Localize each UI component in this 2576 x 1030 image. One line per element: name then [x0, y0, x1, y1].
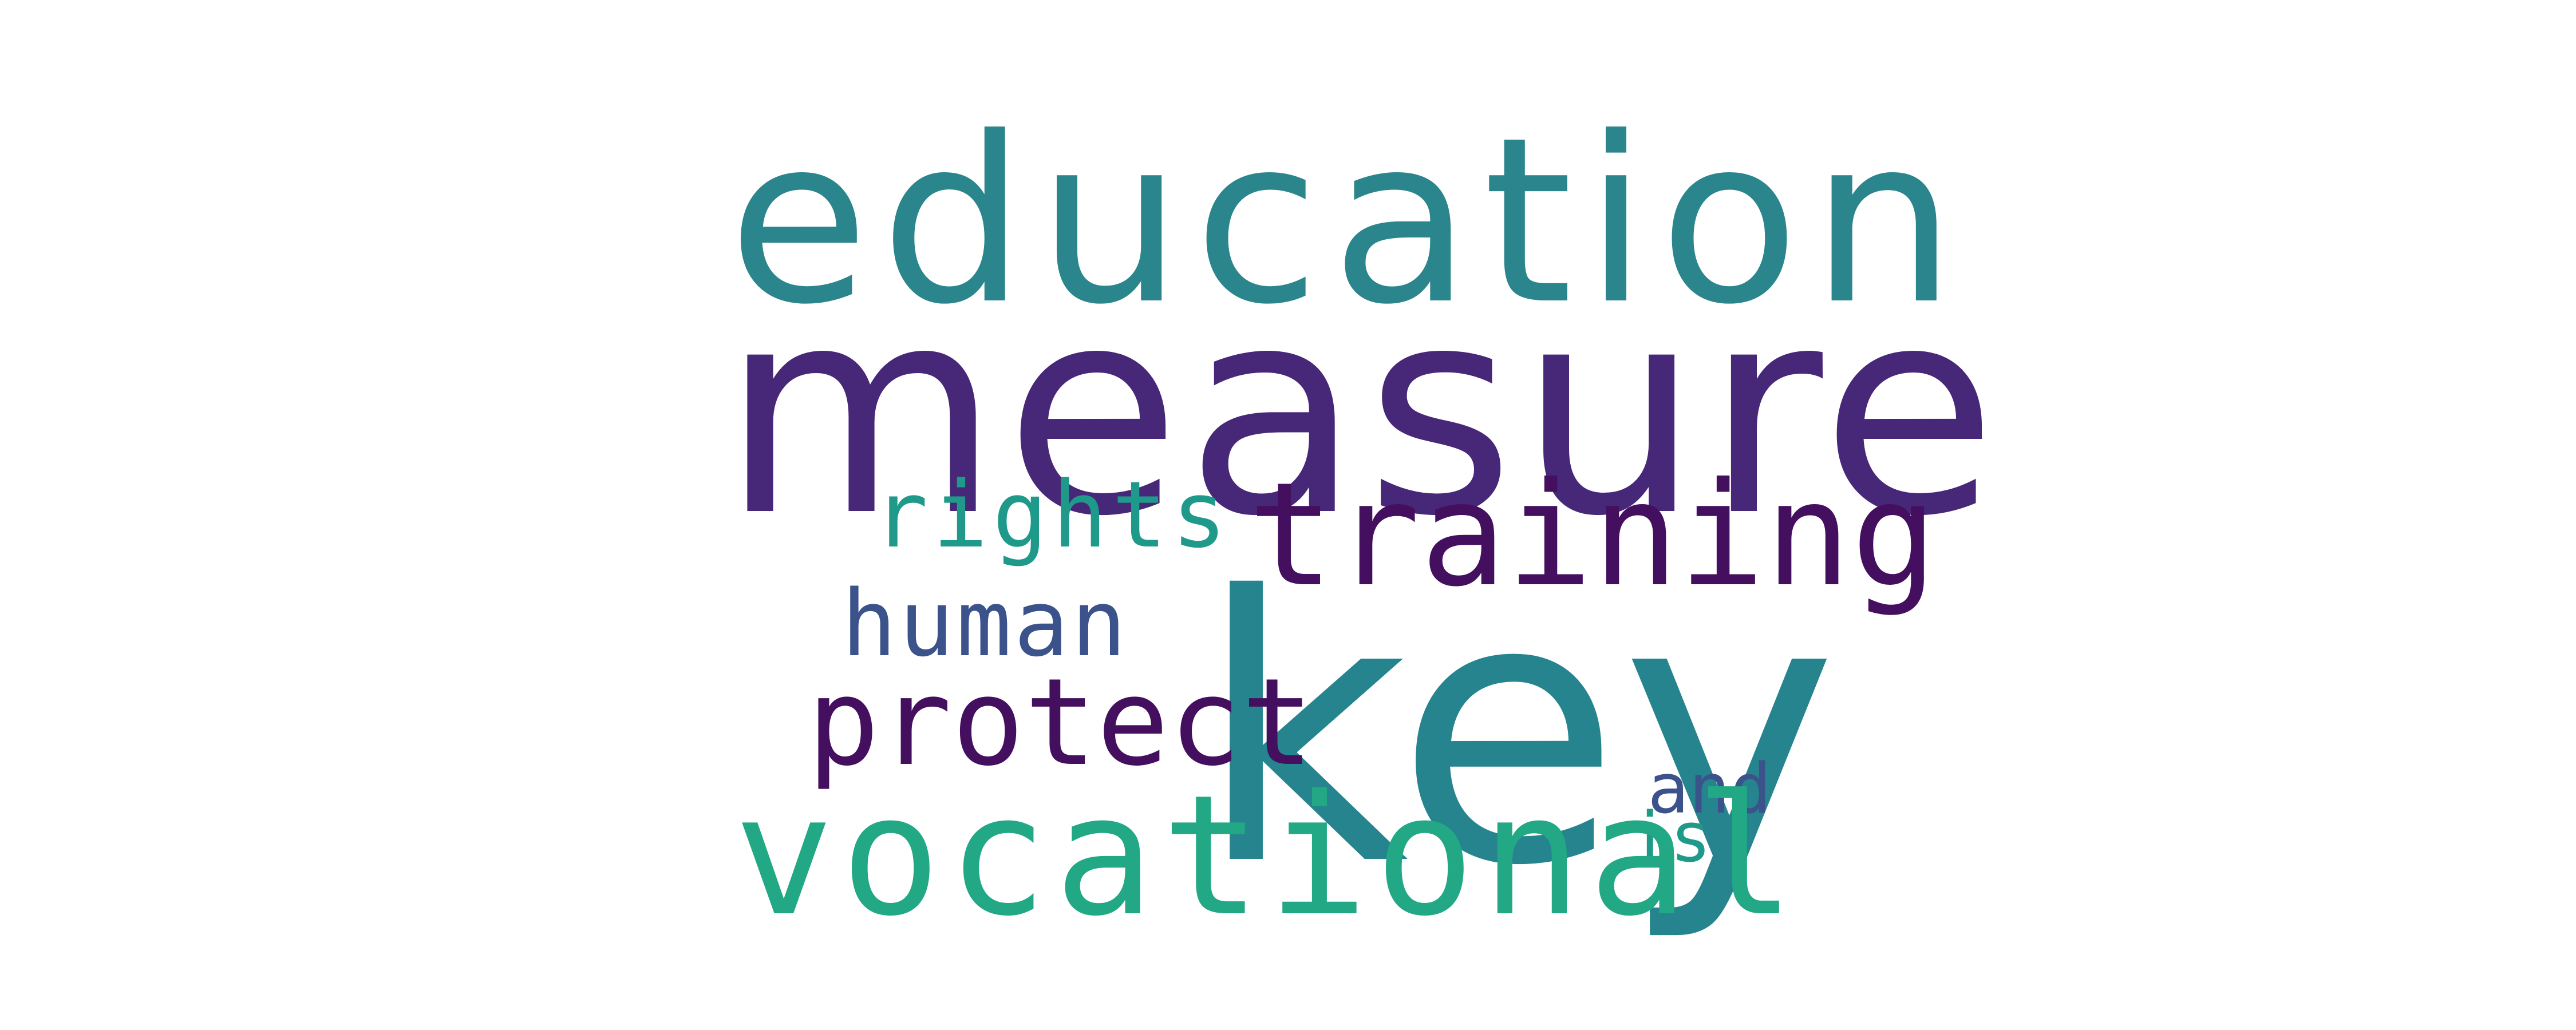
word-protect: protect [807, 652, 1314, 793]
word-key: key [1196, 519, 1838, 945]
word-rights: rights [873, 461, 1231, 568]
word-measure: measure [721, 245, 2002, 579]
word-education: education [728, 89, 1967, 355]
word-is: is [1629, 798, 1712, 878]
word-and: and [1647, 750, 1772, 829]
word-vocational: vocational [734, 760, 1802, 953]
word-training: training [1248, 451, 1938, 618]
word-human: human [841, 570, 1129, 677]
